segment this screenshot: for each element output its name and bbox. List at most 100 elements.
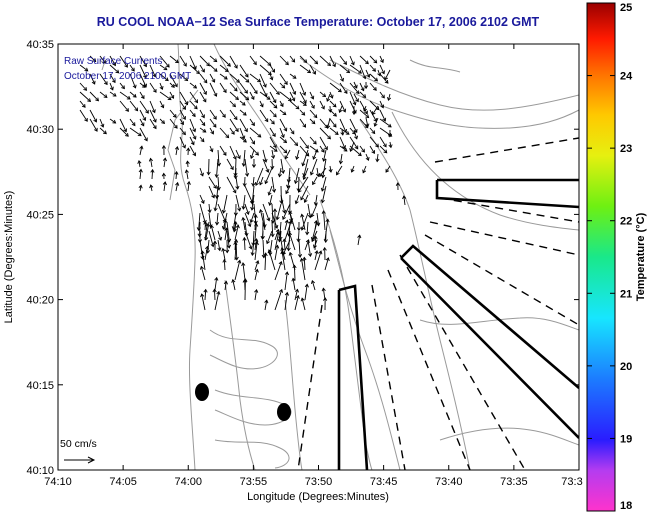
current-vector — [204, 246, 208, 261]
current-vector-head — [184, 101, 189, 106]
current-vector-head — [137, 132, 142, 137]
current-vector-head — [302, 176, 307, 181]
current-vector — [243, 237, 246, 251]
north-fragment-contour — [99, 59, 105, 71]
current-vector-head — [323, 239, 328, 243]
current-vector — [234, 241, 236, 251]
current-vector-head — [192, 152, 197, 157]
current-vector — [229, 73, 240, 83]
current-vector-head — [257, 133, 262, 138]
current-vector-head — [134, 107, 139, 112]
current-vector — [309, 136, 317, 145]
current-vector — [349, 82, 360, 94]
current-vector-head — [280, 250, 285, 255]
current-vector — [340, 153, 343, 164]
current-vector-head — [272, 99, 277, 104]
current-vector — [201, 251, 206, 271]
current-vector-head — [294, 200, 299, 205]
current-vector — [339, 118, 347, 133]
current-vector-head — [223, 75, 228, 80]
current-vector-head — [182, 131, 186, 136]
current-vector-head — [377, 72, 382, 77]
current-vector — [129, 100, 138, 111]
current-vector — [139, 100, 149, 114]
current-vector-head — [295, 105, 300, 110]
current-vector — [316, 167, 319, 177]
current-vector-head — [284, 219, 289, 224]
current-vector-head — [175, 181, 180, 186]
current-vector — [294, 167, 300, 184]
current-vector — [279, 91, 292, 102]
current-vector — [269, 127, 276, 137]
current-vector-head — [257, 78, 262, 83]
current-vector — [311, 280, 316, 291]
current-vector-head — [375, 106, 380, 111]
current-vector — [249, 127, 262, 138]
current-vector — [303, 167, 309, 180]
current-vector-head — [327, 135, 331, 140]
current-vector — [311, 230, 318, 242]
current-vector-head — [301, 111, 306, 116]
current-vector-head — [203, 288, 208, 293]
current-vector — [376, 153, 379, 162]
current-vector-head — [233, 175, 238, 180]
current-vector-head — [222, 258, 227, 263]
current-vector-head — [298, 188, 302, 193]
current-vector — [209, 82, 217, 97]
current-vector — [216, 158, 219, 178]
current-vector — [209, 145, 213, 152]
current-vector-head — [275, 228, 280, 233]
current-vector — [79, 64, 88, 72]
current-vector — [259, 100, 264, 107]
current-vector — [234, 221, 237, 231]
current-vector-head — [196, 70, 200, 75]
current-vector-head — [111, 79, 116, 84]
current-vector-head — [362, 94, 367, 98]
current-vector-head — [382, 117, 387, 122]
current-vector-head — [318, 250, 323, 255]
current-vector — [119, 127, 129, 137]
current-vector-head — [270, 165, 275, 170]
current-vector-head — [302, 256, 307, 261]
current-vector — [264, 300, 268, 311]
current-vector-head — [204, 245, 210, 250]
current-vector-head — [115, 69, 120, 74]
current-vector — [149, 118, 157, 129]
current-vector-head — [194, 99, 199, 104]
current-vector — [139, 109, 146, 121]
current-vector — [234, 225, 239, 241]
current-vector — [208, 176, 217, 189]
current-vector-head — [272, 208, 278, 213]
current-vector-head — [103, 130, 107, 135]
current-vector-head — [192, 128, 197, 133]
current-vector — [264, 167, 273, 184]
current-vector — [359, 55, 369, 65]
current-vector-head — [242, 236, 247, 241]
current-vector-head — [203, 91, 207, 96]
current-vector-head — [232, 189, 237, 194]
current-vector — [262, 212, 266, 228]
current-vector — [359, 118, 369, 128]
current-vector-head — [223, 218, 228, 223]
current-vector-head — [211, 78, 216, 83]
current-vector — [129, 127, 142, 137]
current-vector-head — [250, 155, 254, 160]
current-vector — [319, 118, 328, 129]
current-vector-head — [292, 90, 297, 95]
current-vector — [339, 82, 348, 94]
current-vector — [109, 73, 116, 83]
current-vector-head — [362, 169, 367, 174]
current-vector — [314, 236, 317, 251]
current-vector-head — [345, 131, 350, 135]
current-vector — [279, 109, 287, 115]
current-vector — [259, 82, 268, 97]
current-vector-head — [143, 63, 147, 68]
map-title: RU COOL NOAA−12 Sea Surface Temperature:… — [97, 15, 540, 29]
current-vector — [327, 117, 331, 129]
current-vector-head — [302, 123, 307, 128]
x-tick-label: 73:45 — [370, 476, 398, 488]
current-vector-head — [324, 146, 328, 151]
current-vector — [254, 260, 259, 271]
current-vector-head — [282, 111, 287, 116]
current-vector — [251, 239, 255, 256]
